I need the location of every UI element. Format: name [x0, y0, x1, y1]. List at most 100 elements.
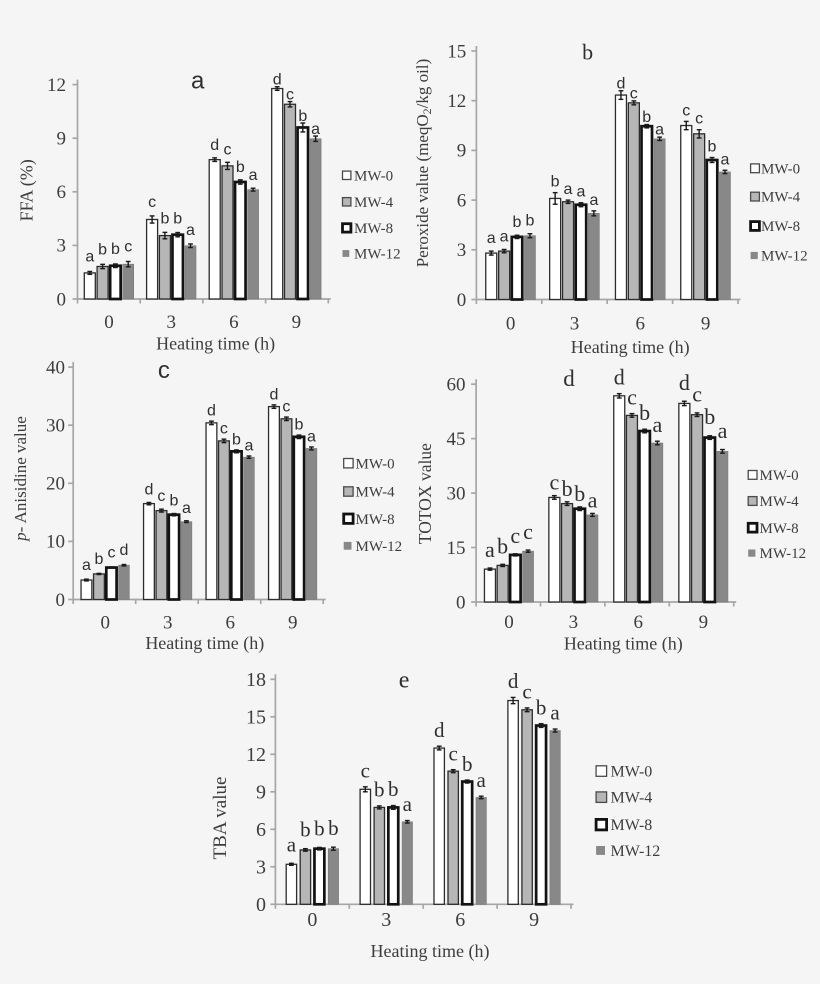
svg-text:a: a — [287, 832, 297, 856]
svg-text:6: 6 — [57, 182, 67, 203]
svg-text:b: b — [160, 210, 169, 227]
svg-text:c: c — [630, 85, 638, 102]
svg-text:3: 3 — [167, 312, 177, 333]
svg-text:c: c — [695, 111, 703, 128]
svg-text:a: a — [311, 121, 320, 138]
svg-text:b: b — [98, 241, 107, 258]
svg-text:a: a — [653, 412, 663, 437]
svg-text:c: c — [523, 519, 533, 544]
svg-text:c: c — [220, 421, 228, 438]
svg-text:6: 6 — [636, 314, 646, 335]
svg-text:40: 40 — [46, 357, 65, 378]
svg-text:b: b — [462, 752, 473, 776]
svg-text:b: b — [704, 404, 715, 429]
svg-text:a: a — [182, 500, 191, 517]
svg-text:b: b — [388, 777, 399, 801]
svg-text:TOTOX value: TOTOX value — [415, 443, 435, 544]
svg-text:d: d — [273, 72, 282, 89]
svg-text:b: b — [232, 431, 241, 448]
svg-text:9: 9 — [457, 141, 467, 162]
svg-text:a: a — [589, 192, 598, 209]
svg-text:c: c — [627, 385, 637, 410]
svg-text:MW-4: MW-4 — [761, 190, 801, 206]
svg-text:d: d — [616, 75, 625, 92]
svg-text:b: b — [236, 159, 245, 176]
svg-text:18: 18 — [246, 669, 266, 691]
svg-text:15: 15 — [447, 538, 466, 559]
svg-text:c: c — [682, 102, 690, 119]
svg-text:9: 9 — [292, 312, 302, 333]
svg-text:MW-12: MW-12 — [760, 546, 807, 562]
svg-text:6: 6 — [225, 613, 235, 634]
svg-text:c: c — [157, 488, 165, 505]
svg-text:b: b — [374, 778, 385, 802]
svg-text:6: 6 — [229, 312, 239, 333]
svg-text:MW-0: MW-0 — [356, 456, 395, 472]
svg-text:b: b — [582, 40, 593, 65]
svg-text:3: 3 — [381, 909, 391, 931]
svg-text:d: d — [269, 386, 278, 403]
svg-text:3: 3 — [457, 240, 467, 261]
svg-text:FFA (%): FFA (%) — [16, 159, 37, 221]
svg-text:12: 12 — [447, 91, 466, 112]
svg-text:d: d — [144, 482, 153, 499]
svg-text:3: 3 — [57, 236, 67, 257]
svg-text:c: c — [158, 357, 170, 384]
svg-text:a: a — [191, 67, 205, 94]
svg-text:MW-4: MW-4 — [611, 790, 653, 807]
svg-text:b: b — [642, 109, 651, 126]
svg-text:b: b — [298, 108, 307, 125]
svg-text:10: 10 — [46, 532, 65, 553]
svg-text:0: 0 — [307, 909, 317, 931]
svg-text:MW-0: MW-0 — [354, 168, 393, 184]
svg-text:MW-0: MW-0 — [761, 161, 800, 177]
svg-text:Peroxide value (meqO2/kg oil): Peroxide value (meqO2/kg oil) — [413, 59, 434, 268]
svg-text:0: 0 — [504, 612, 514, 633]
svg-text:MW-0: MW-0 — [611, 763, 653, 780]
svg-text:a: a — [718, 418, 728, 443]
svg-text:MW-8: MW-8 — [760, 521, 799, 537]
svg-text:3: 3 — [569, 612, 579, 633]
svg-text:a: a — [477, 768, 487, 792]
svg-text:c: c — [108, 545, 116, 562]
svg-text:0: 0 — [506, 314, 516, 335]
svg-text:c: c — [224, 141, 232, 158]
svg-text:6: 6 — [455, 909, 465, 931]
svg-text:b: b — [173, 211, 182, 228]
svg-text:b: b — [300, 818, 311, 842]
svg-text:MW-4: MW-4 — [354, 195, 394, 211]
svg-text:20: 20 — [46, 474, 65, 495]
svg-text:9: 9 — [288, 613, 298, 634]
svg-text:0: 0 — [100, 613, 110, 634]
svg-text:a: a — [487, 230, 496, 247]
svg-text:c: c — [282, 399, 290, 416]
svg-text:a: a — [485, 537, 495, 562]
svg-text:e: e — [399, 667, 410, 693]
svg-text:Heating time (h): Heating time (h) — [145, 633, 264, 654]
svg-text:d: d — [210, 137, 219, 154]
svg-text:3: 3 — [570, 314, 580, 335]
svg-text:Heating time (h): Heating time (h) — [371, 941, 490, 962]
svg-text:12: 12 — [246, 744, 266, 766]
svg-text:c: c — [124, 239, 132, 256]
svg-text:9: 9 — [701, 314, 711, 335]
svg-text:a: a — [588, 487, 598, 512]
svg-text:MW-12: MW-12 — [356, 539, 403, 555]
svg-text:d: d — [434, 718, 445, 742]
svg-text:TBA value: TBA value — [210, 777, 231, 860]
svg-text:30: 30 — [447, 483, 466, 504]
svg-text:MW-8: MW-8 — [761, 219, 800, 235]
svg-text:c: c — [510, 523, 520, 548]
svg-text:d: d — [207, 403, 216, 420]
svg-text:6: 6 — [634, 612, 644, 633]
svg-text:15: 15 — [246, 706, 266, 728]
svg-text:MW-12: MW-12 — [611, 843, 661, 860]
svg-text:9: 9 — [699, 612, 709, 633]
svg-text:9: 9 — [57, 129, 67, 150]
svg-text:b: b — [708, 139, 717, 156]
svg-text:a: a — [249, 167, 258, 184]
svg-text:12: 12 — [47, 75, 66, 96]
svg-text:a: a — [403, 792, 413, 816]
svg-text:60: 60 — [447, 375, 466, 396]
svg-text:MW-12: MW-12 — [761, 249, 808, 265]
